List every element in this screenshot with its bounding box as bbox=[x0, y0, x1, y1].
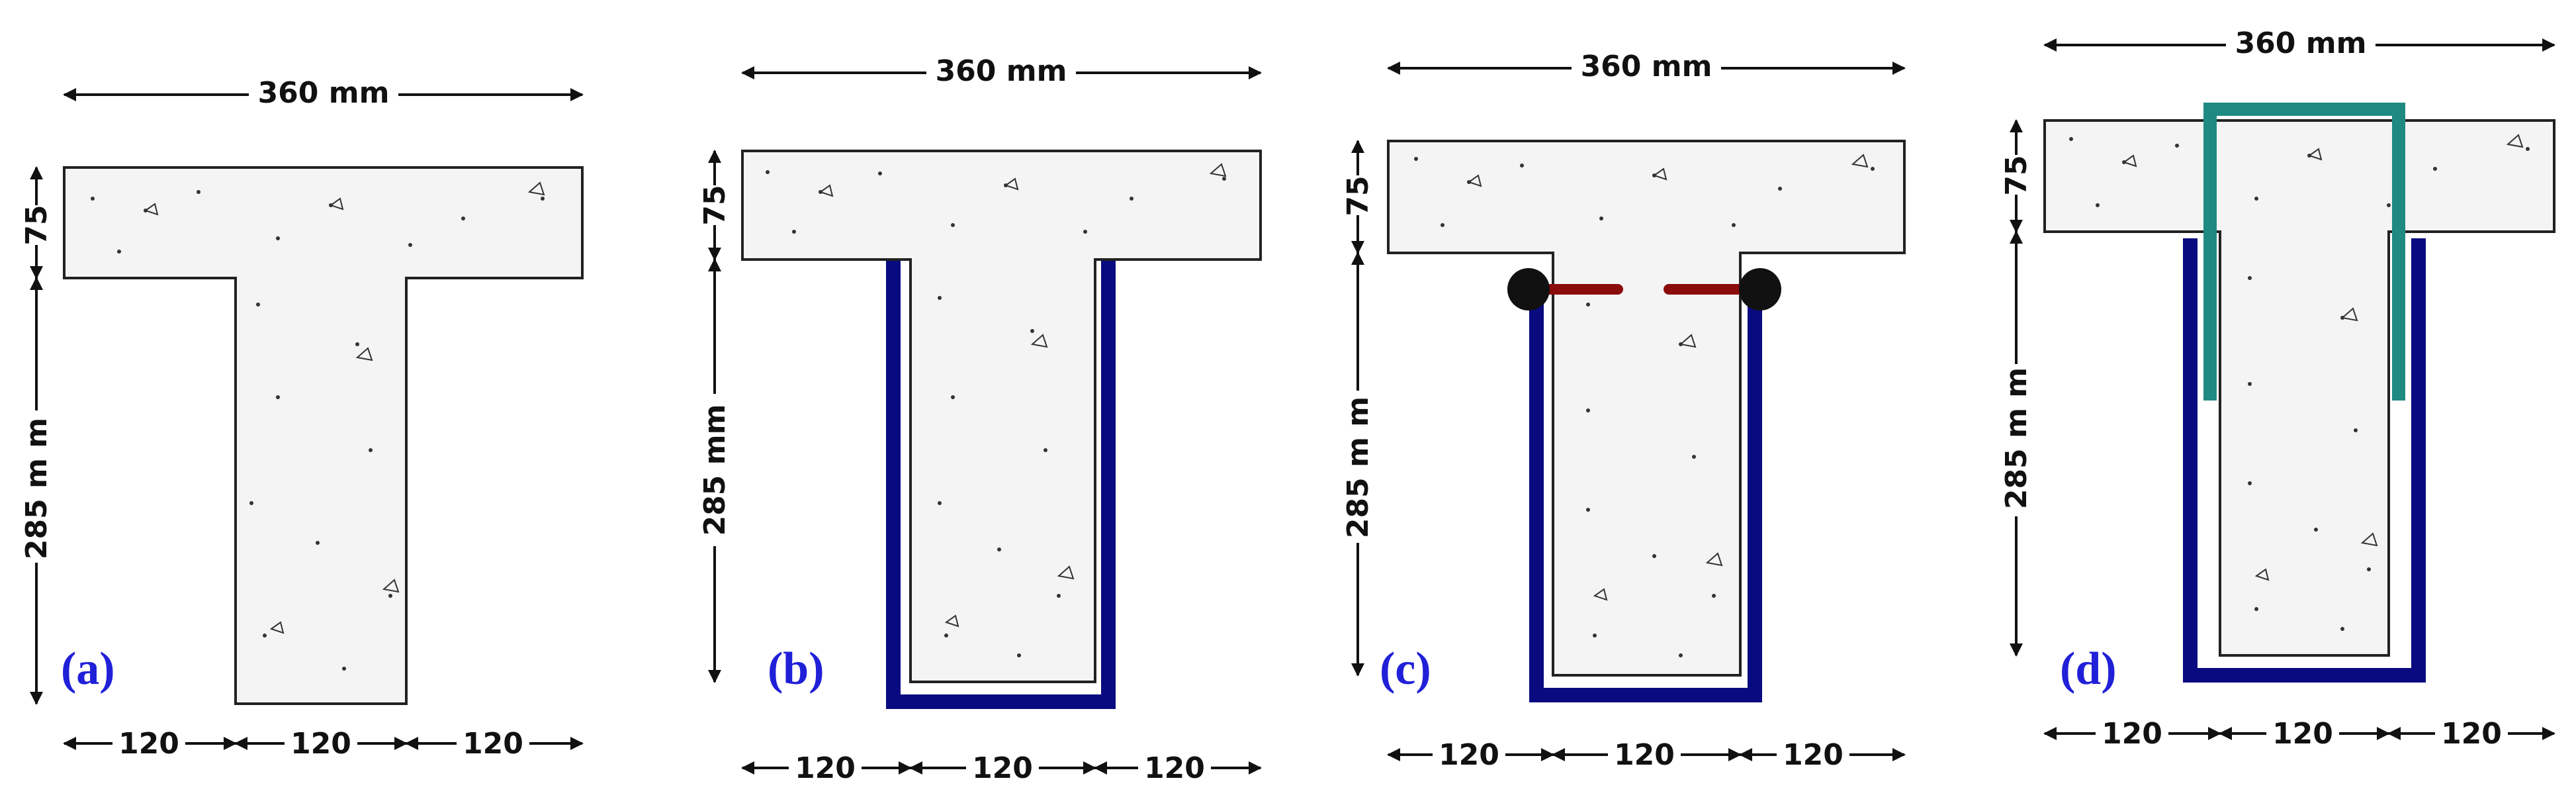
top-width-label: 360 mm bbox=[1581, 50, 1712, 83]
bottom-dim-right: 120 bbox=[1144, 751, 1205, 785]
panel-a: 360 mm 75 285 m m 120 bbox=[20, 76, 584, 761]
bottom-dim-right: 120 bbox=[1783, 738, 1843, 772]
top-width-label: 360 mm bbox=[936, 54, 1067, 88]
flange-depth-label: 75 bbox=[2000, 155, 2033, 195]
u-wrap-frp bbox=[1529, 291, 1762, 702]
panel-c: 360 mm 75 285 m m bbox=[1341, 50, 1906, 772]
web-depth-label: 285 m m bbox=[1341, 397, 1375, 538]
flange-depth-label: 75 bbox=[20, 205, 54, 245]
panel-b: 360 mm 75 285 mm 120 bbox=[698, 54, 1262, 785]
bottom-dim-middle: 120 bbox=[972, 751, 1033, 785]
aggregate-texture bbox=[766, 163, 1227, 657]
t-section bbox=[741, 150, 1262, 683]
panel-label: (b) bbox=[768, 643, 824, 694]
bottom-dim-right: 120 bbox=[463, 727, 523, 761]
bottom-dim-middle: 120 bbox=[2272, 717, 2333, 751]
aggregate-texture bbox=[1414, 154, 1875, 657]
anchor-head-left bbox=[1507, 268, 1550, 310]
bottom-dim-left: 120 bbox=[795, 751, 856, 785]
t-section bbox=[1387, 140, 1906, 677]
bottom-dim-left: 120 bbox=[118, 727, 179, 761]
bottom-dim-right: 120 bbox=[2441, 717, 2502, 751]
web-depth-label: 285 mm bbox=[698, 404, 732, 536]
u-anchor-frp bbox=[2203, 103, 2405, 401]
bottom-dim-left: 120 bbox=[2102, 717, 2162, 751]
top-width-label: 360 mm bbox=[258, 76, 390, 110]
aggregate-texture bbox=[2069, 134, 2530, 631]
u-wrap-frp bbox=[2183, 238, 2426, 683]
panel-label: (d) bbox=[2060, 643, 2117, 694]
web-depth-label: 285 m m bbox=[2000, 367, 2033, 509]
flange-depth-label: 75 bbox=[698, 185, 732, 225]
aggregate-texture bbox=[91, 181, 545, 671]
bottom-dim-middle: 120 bbox=[290, 727, 351, 761]
u-wrap-frp bbox=[886, 258, 1116, 709]
web-depth-label: 285 m m bbox=[20, 418, 54, 559]
panel-label: (c) bbox=[1380, 643, 1431, 694]
top-width-label: 360 mm bbox=[2235, 26, 2367, 60]
t-section bbox=[63, 166, 584, 705]
bottom-dim-middle: 120 bbox=[1614, 738, 1675, 772]
anchor-head-right bbox=[1739, 268, 1781, 310]
panel-label: (a) bbox=[61, 643, 115, 694]
t-section bbox=[2043, 119, 2555, 657]
bottom-dim-left: 120 bbox=[1439, 738, 1499, 772]
flange-depth-label: 75 bbox=[1341, 175, 1375, 216]
panel-d: 360 mm 75 285 m m 1 bbox=[2000, 26, 2555, 751]
